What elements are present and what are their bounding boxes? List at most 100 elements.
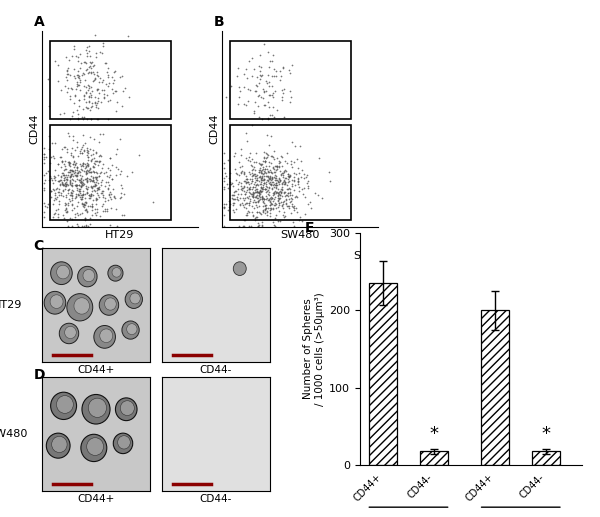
Point (317, 193, 326, 202)
Point (72, 143, 82, 151)
Point (221, 172, 230, 180)
Point (286, 193, 296, 202)
Point (52, 195, 61, 203)
Point (253, 102, 263, 110)
Point (250, 184, 260, 192)
Point (67, 170, 77, 178)
Point (87, 183, 97, 191)
Circle shape (104, 298, 116, 310)
Point (289, 206, 299, 214)
Point (78, 159, 88, 168)
Point (111, 87, 121, 95)
Point (71, 180, 81, 189)
Point (278, 197, 288, 206)
Point (76, 176, 85, 185)
Point (62, 176, 72, 185)
Point (86, 168, 95, 176)
Point (64, 186, 73, 194)
Point (75, 176, 85, 184)
Point (242, 188, 251, 196)
Point (58, 187, 68, 195)
Point (261, 169, 271, 177)
Point (76, 162, 86, 170)
Point (73, 219, 82, 227)
Point (105, 171, 115, 179)
Point (94, 89, 103, 97)
Point (72, 82, 82, 90)
Point (251, 81, 261, 89)
Point (81, 181, 91, 190)
Point (69, 169, 79, 177)
Point (293, 177, 302, 185)
Point (245, 179, 254, 188)
Point (284, 184, 293, 192)
Point (104, 173, 113, 181)
Point (107, 175, 117, 183)
Point (247, 161, 257, 170)
Point (298, 190, 308, 198)
Point (86, 93, 96, 101)
Point (253, 188, 262, 196)
Point (71, 192, 81, 201)
Point (54, 185, 64, 193)
Circle shape (113, 433, 133, 453)
Point (252, 191, 262, 199)
Point (247, 202, 257, 210)
Point (79, 179, 88, 188)
Point (267, 194, 277, 202)
Point (263, 48, 272, 56)
Point (261, 181, 271, 190)
Point (260, 40, 269, 48)
Point (239, 70, 249, 78)
Point (238, 184, 248, 192)
Point (279, 168, 289, 176)
Point (249, 170, 259, 178)
Point (91, 205, 100, 213)
Point (245, 185, 255, 193)
Point (65, 166, 75, 175)
Point (43, 166, 53, 175)
Point (256, 72, 266, 80)
Point (83, 148, 92, 156)
Point (85, 164, 95, 172)
Point (74, 180, 84, 189)
Point (275, 158, 285, 166)
Point (221, 93, 231, 101)
Point (270, 187, 280, 195)
Point (302, 171, 311, 179)
Point (76, 64, 85, 72)
Point (106, 190, 115, 198)
Point (253, 221, 263, 230)
Point (271, 168, 280, 176)
Point (278, 88, 287, 97)
Point (53, 60, 63, 69)
Point (247, 177, 257, 186)
Point (272, 162, 281, 171)
Point (293, 178, 303, 187)
Point (242, 193, 251, 201)
Point (251, 214, 261, 222)
Point (94, 138, 104, 146)
Circle shape (121, 401, 134, 416)
Point (277, 202, 287, 210)
Point (283, 170, 292, 178)
Circle shape (52, 436, 67, 452)
Point (280, 177, 289, 186)
Point (106, 96, 115, 104)
Point (258, 94, 268, 102)
Point (104, 190, 113, 199)
Point (268, 174, 277, 183)
Point (260, 206, 270, 215)
Point (252, 194, 262, 202)
Point (98, 202, 107, 210)
Point (91, 149, 101, 157)
Point (93, 85, 103, 93)
Point (40, 144, 49, 152)
Point (90, 187, 100, 195)
Point (83, 81, 93, 89)
Point (82, 176, 92, 185)
Point (260, 205, 269, 213)
Point (274, 174, 284, 182)
Point (60, 157, 70, 165)
Point (67, 166, 76, 174)
